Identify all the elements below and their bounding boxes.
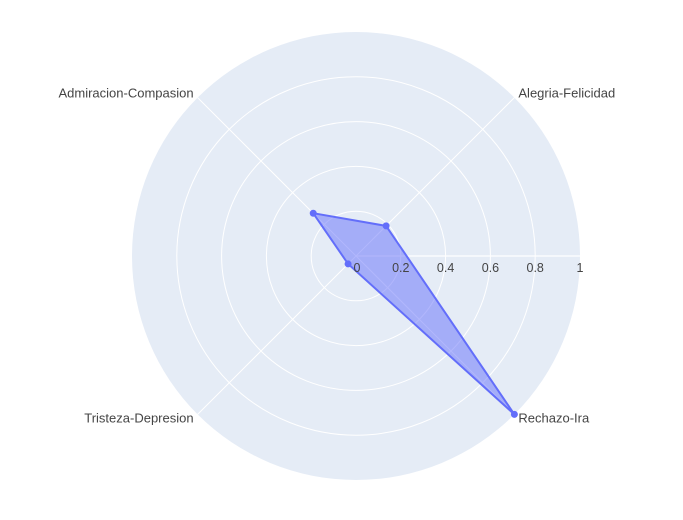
category-label: Admiracion-Compasion [58, 86, 193, 101]
radial-tick-labels: 0 0.2 0.4 0.6 0.8 1 [354, 261, 584, 275]
data-point-admiracion-compasion[interactable] [309, 209, 317, 217]
data-point-tristeza-depresion[interactable] [344, 260, 352, 268]
category-label: Alegria-Felicidad [518, 86, 615, 101]
radial-tick-label: 0.4 [437, 261, 454, 275]
data-point-rechazo-ira[interactable] [510, 410, 518, 418]
radial-tick-label: 0.8 [527, 261, 544, 275]
radial-tick-label: 0.6 [482, 261, 499, 275]
category-labels: Alegria-Felicidad Rechazo-Ira Tristeza-Dep… [58, 86, 615, 426]
radial-tick-label: 0.2 [392, 261, 409, 275]
category-label: Rechazo-Ira [518, 410, 590, 425]
angular-gridline [197, 255, 357, 415]
category-label: Tristeza-Depresion [84, 410, 193, 425]
series-layer [309, 209, 518, 418]
radial-tick-label: 0 [354, 261, 361, 275]
data-point-alegria-felicidad[interactable] [382, 222, 390, 230]
radial-tick-label: 1 [577, 261, 584, 275]
